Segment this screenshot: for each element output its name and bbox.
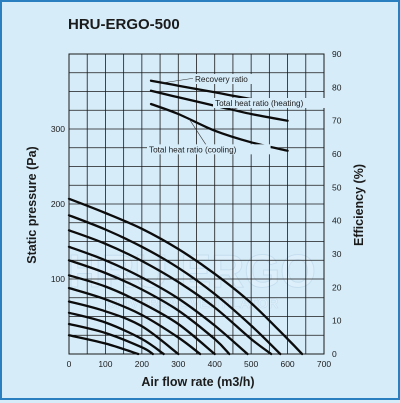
x-tick-label: 600 — [280, 359, 294, 369]
label-background — [213, 98, 337, 108]
y-left-ticks: 100 200 300 — [51, 124, 65, 284]
fan-performance-chart: HRU-ERGO-500 HRU ERGO UNIVERSAL VENTILAT… — [25, 16, 366, 389]
fan-curve — [67, 229, 273, 356]
fan-curve — [67, 286, 202, 356]
fan-curve — [67, 322, 154, 356]
fan-curve — [67, 311, 165, 356]
fan-curves — [67, 197, 304, 356]
y-left-axis-label: Static pressure (Pa) — [25, 146, 39, 263]
x-tick-label: 400 — [208, 359, 222, 369]
fan-curve — [67, 197, 304, 356]
y-right-tick-label: 0 — [332, 349, 337, 359]
x-tick-label: 700 — [317, 359, 331, 369]
x-tick-label: 200 — [135, 359, 149, 369]
efficiency-labels: Recovery ratio Total heat ratio (heating)… — [147, 74, 337, 155]
y-left-tick-label: 100 — [51, 274, 65, 284]
fan-curve — [67, 259, 231, 356]
y-right-tick-label: 40 — [332, 216, 342, 226]
label-background — [193, 74, 262, 84]
y-left-tick-label: 300 — [51, 124, 65, 134]
x-axis-label: Air flow rate (m3/h) — [141, 375, 254, 389]
efficiency-curve — [149, 102, 289, 152]
y-right-tick-label: 10 — [332, 316, 342, 326]
y-right-tick-label: 90 — [332, 49, 342, 59]
efficiency-series-label: Total heat ratio (cooling) — [149, 145, 237, 154]
label-leader-line — [161, 77, 196, 84]
y-right-tick-label: 20 — [332, 282, 342, 292]
y-right-tick-label: 60 — [332, 149, 342, 159]
fan-curve — [67, 245, 249, 356]
y-right-tick-label: 50 — [332, 182, 342, 192]
y-right-tick-label: 70 — [332, 116, 342, 126]
fan-curve — [67, 300, 180, 356]
y-left-tick-label: 200 — [51, 199, 65, 209]
x-axis-ticks: 0 100 200 300 400 500 600 700 — [67, 359, 332, 369]
label-leader-line — [188, 118, 208, 147]
x-tick-label: 300 — [171, 359, 185, 369]
fan-curve — [67, 214, 282, 356]
chart-title: HRU-ERGO-500 — [68, 16, 180, 33]
y-right-axis-label: Efficiency (%) — [352, 164, 366, 246]
fan-curve — [67, 334, 140, 356]
y-right-tick-label: 30 — [332, 249, 342, 259]
label-background — [147, 144, 271, 155]
x-tick-label: 100 — [98, 359, 112, 369]
x-tick-label: 500 — [244, 359, 258, 369]
efficiency-series-label: Recovery ratio — [195, 75, 248, 84]
y-right-tick-label: 80 — [332, 82, 342, 92]
efficiency-series-label: Total heat ratio (heating) — [215, 99, 304, 108]
fan-curve — [67, 274, 216, 356]
y-right-ticks: 0 10 20 30 40 50 60 70 80 90 — [332, 49, 342, 359]
x-tick-label: 0 — [67, 359, 72, 369]
